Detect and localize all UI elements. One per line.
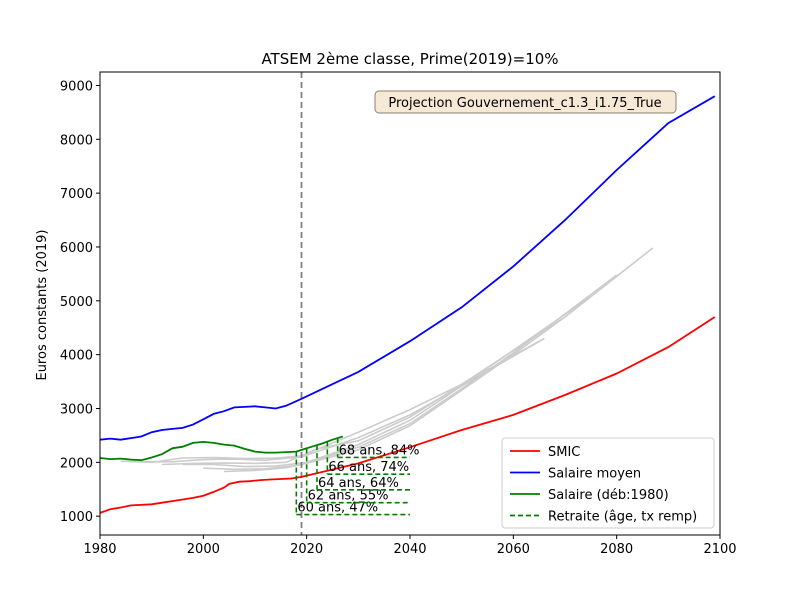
y-axis-label: Euros constants (2019)	[35, 229, 50, 380]
y-tick-label-1000: 1000	[60, 510, 93, 525]
annotation-text: Projection Gouvernement_c1.3_i1.75_True	[388, 96, 661, 111]
x-tick-label-2020: 2020	[290, 542, 323, 557]
chart-title: ATSEM 2ème classe, Prime(2019)=10%	[261, 50, 558, 68]
plot-area: 60 ans, 47%62 ans, 55%64 ans, 64%66 ans,…	[60, 71, 737, 557]
salaire-line	[99, 435, 344, 462]
y-tick-label-6000: 6000	[60, 241, 93, 256]
legend-retraite-label: Retraite (âge, tx remp)	[548, 510, 697, 525]
y-tick-label-2000: 2000	[60, 456, 93, 471]
y-tick-label-9000: 9000	[60, 79, 93, 94]
x-tick-label-2040: 2040	[393, 542, 426, 557]
retirement-label-1: 60 ans, 47%	[297, 501, 378, 516]
career-line-1	[120, 340, 540, 464]
retirement-label-5: 68 ans, 84%	[339, 443, 420, 458]
y-tick-label-7000: 7000	[60, 187, 93, 202]
retirement-label-2: 62 ans, 55%	[308, 489, 389, 504]
x-tick-label-2100: 2100	[703, 542, 736, 557]
y-tick-label-4000: 4000	[60, 349, 93, 364]
y-tick-label-5000: 5000	[60, 295, 93, 310]
legend: SMIC Salaire moyen Salaire (déb:1980) Retra…	[501, 437, 715, 529]
x-tick-label-2060: 2060	[497, 542, 530, 557]
y-tick-label-8000: 8000	[60, 133, 93, 148]
y-tick-label-3000: 3000	[60, 402, 93, 417]
smic-line	[99, 316, 716, 514]
x-tick-label-2080: 2080	[600, 542, 633, 557]
career-line-4	[182, 295, 592, 468]
salaire-moyen-line	[99, 95, 716, 441]
legend-salaire-label: Salaire (déb:1980)	[548, 488, 669, 503]
legend-salaire-moyen-label: Salaire moyen	[548, 467, 641, 482]
x-tick-label-1980: 1980	[83, 542, 116, 557]
career-line-5	[203, 274, 618, 471]
retirement-label-4: 66 ans, 74%	[328, 460, 409, 475]
legend-smic-label: SMIC	[548, 445, 580, 460]
legend-frame	[501, 437, 715, 529]
retirement-label-3: 64 ans, 64%	[318, 476, 399, 491]
annotation-box-frame	[374, 90, 677, 114]
x-tick-label-2000: 2000	[187, 542, 220, 557]
career-line-6	[223, 247, 654, 473]
annotation-box: Projection Gouvernement_c1.3_i1.75_True	[374, 90, 677, 114]
